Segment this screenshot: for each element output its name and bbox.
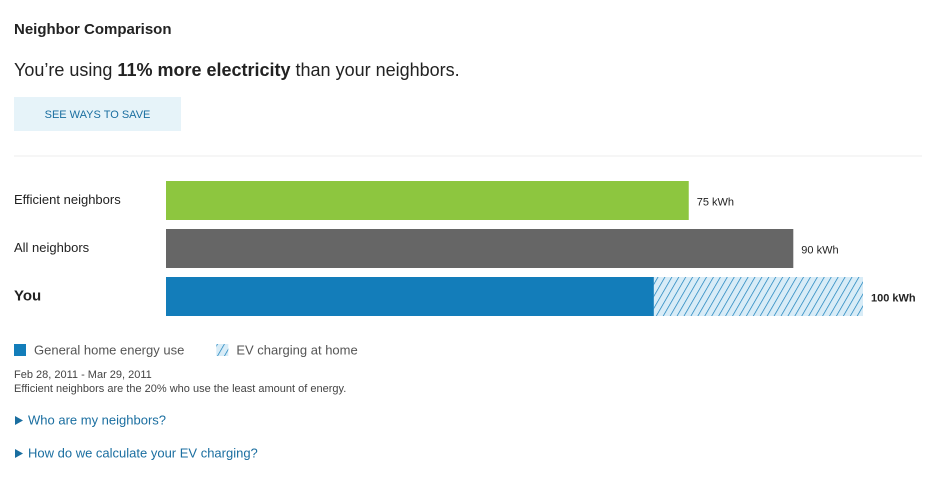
bar-segment — [653, 277, 863, 316]
bar-segment — [166, 277, 654, 316]
legend-swatch — [14, 344, 26, 356]
link-arrow — [15, 449, 23, 458]
bar — [166, 229, 794, 268]
title: Neighbor Comparison — [14, 21, 172, 38]
link-arrow — [15, 416, 23, 425]
chart: Efficient neighbors 75 kWh All neighbors 90… — [14, 181, 916, 357]
headline-emphasis: 11% more electricity — [117, 60, 290, 80]
legend-swatch — [216, 344, 229, 356]
period: Feb 28, 2011 - Mar 29, 2011 — [14, 369, 152, 381]
category-label: All neighbors — [14, 240, 90, 255]
legend-label: General home energy use — [34, 342, 184, 357]
category-label: Efficient neighbors — [14, 192, 121, 207]
link[interactable]: Who are my neighbors? — [28, 412, 166, 427]
legend-label: EV charging at home — [236, 342, 357, 357]
bar — [166, 181, 689, 220]
headline-text: You’re using — [14, 60, 117, 80]
link[interactable]: How do we calculate your EV charging? — [28, 445, 258, 460]
value-label: 90 kWh — [801, 244, 838, 256]
value-label: 100 kWh — [871, 292, 916, 304]
headline: You’re using 11% more electricity than y… — [14, 60, 460, 80]
button-label[interactable]: SEE WAYS TO SAVE — [45, 109, 151, 121]
value-label: 75 kWh — [697, 196, 734, 208]
headline-text: than your neighbors. — [291, 60, 460, 80]
save-button[interactable]: SEE WAYS TO SAVE — [14, 97, 181, 131]
button-bg — [14, 97, 181, 131]
category-label: You — [14, 287, 41, 304]
note: Efficient neighbors are the 20% who use … — [14, 383, 346, 395]
